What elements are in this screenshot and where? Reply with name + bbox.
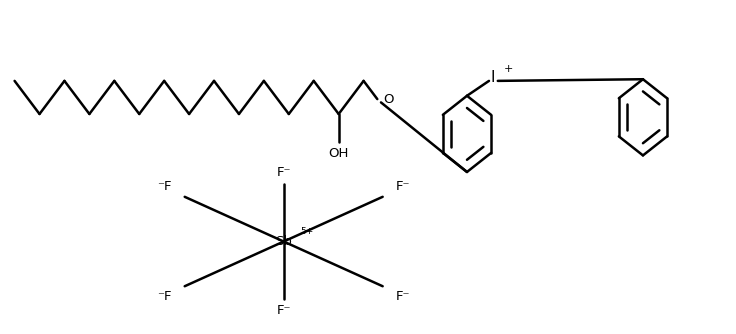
Text: F⁻: F⁻ <box>277 166 291 179</box>
Text: F⁻: F⁻ <box>396 291 411 303</box>
Text: ⁻F: ⁻F <box>157 180 171 193</box>
Text: F⁻: F⁻ <box>396 180 411 193</box>
Text: F⁻: F⁻ <box>277 304 291 317</box>
Text: 5+: 5+ <box>300 226 313 235</box>
Text: I: I <box>490 70 495 85</box>
Text: O: O <box>383 93 394 106</box>
Text: Sb: Sb <box>275 235 292 248</box>
Text: ⁻F: ⁻F <box>157 291 171 303</box>
Text: OH: OH <box>328 147 349 160</box>
Text: +: + <box>504 64 514 74</box>
